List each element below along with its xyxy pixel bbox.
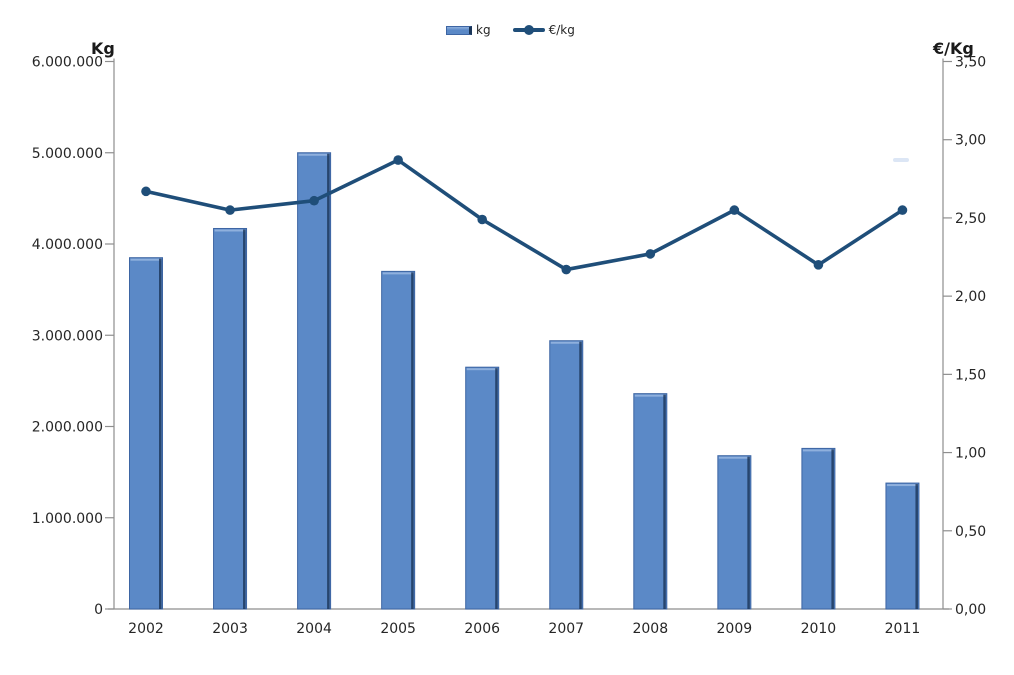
bar-body bbox=[717, 455, 752, 610]
left-axis-tick-label: 4.000.000 bbox=[32, 237, 103, 253]
price-point-2007 bbox=[561, 264, 572, 275]
bar-right-shadow bbox=[579, 341, 582, 609]
bar-2009 bbox=[717, 455, 752, 610]
legend-label-eur-per-kg: €/kg bbox=[548, 23, 575, 37]
right-axis-tick-label: 3,00 bbox=[955, 133, 986, 149]
price-point-2006 bbox=[477, 214, 488, 225]
left-axis-tick-label: 2.000.000 bbox=[32, 420, 103, 436]
bar-right-shadow bbox=[327, 153, 330, 609]
right-axis-tick-label: 3,50 bbox=[955, 55, 986, 71]
left-axis-tick-label: 3.000.000 bbox=[32, 328, 103, 344]
bar-top-highlight bbox=[130, 258, 162, 261]
bar-body bbox=[549, 340, 584, 610]
bar-2003 bbox=[213, 227, 248, 610]
right-axis-title: €/Kg bbox=[933, 39, 974, 58]
x-label-2008: 2008 bbox=[632, 621, 668, 637]
bar-2002 bbox=[129, 257, 163, 610]
x-label-2004: 2004 bbox=[296, 621, 332, 637]
bar-body bbox=[885, 482, 920, 610]
price-line bbox=[144, 158, 905, 272]
line-marker-icon bbox=[523, 25, 534, 35]
bar-top-highlight bbox=[382, 272, 414, 275]
bar-right-shadow bbox=[243, 229, 246, 610]
bar-body bbox=[297, 152, 332, 610]
bar-top-highlight bbox=[214, 229, 246, 232]
legend-label-kg: kg bbox=[476, 23, 491, 37]
bar-2011 bbox=[885, 482, 920, 610]
bar-body bbox=[381, 270, 416, 610]
right-axis-tick-label: 2,00 bbox=[955, 289, 986, 305]
bar-2005 bbox=[381, 270, 416, 610]
right-axis-tick-label: 0,50 bbox=[955, 524, 986, 540]
x-label-2010: 2010 bbox=[801, 621, 837, 637]
bar-2006 bbox=[465, 366, 500, 610]
bar-top-highlight bbox=[550, 341, 582, 344]
legend-item-eur-per-kg: €/kg bbox=[512, 23, 575, 37]
right-axis-tick-label: 2,50 bbox=[955, 211, 986, 227]
legend-item-kg: kg bbox=[446, 24, 491, 36]
left-axis-tick-label: 6.000.000 bbox=[32, 55, 103, 71]
price-point-2008 bbox=[645, 249, 656, 259]
bar-2004 bbox=[297, 152, 332, 610]
bar-right-shadow bbox=[495, 368, 498, 609]
x-label-2006: 2006 bbox=[464, 621, 500, 637]
chart-legend: kg €/kg bbox=[446, 24, 575, 36]
bar-body bbox=[129, 257, 163, 610]
bar-body bbox=[633, 393, 668, 610]
price-point-2011 bbox=[897, 205, 908, 215]
x-label-2002: 2002 bbox=[128, 621, 164, 637]
bar-right-shadow bbox=[831, 449, 834, 609]
bar-body bbox=[465, 366, 500, 610]
left-axis-title: Kg bbox=[91, 39, 115, 58]
right-axis-tick-label: 1,00 bbox=[955, 446, 986, 462]
x-label-2009: 2009 bbox=[717, 621, 753, 637]
price-point-2005 bbox=[393, 155, 403, 165]
bar-2010 bbox=[801, 447, 836, 610]
bar-series-swatch-icon bbox=[446, 25, 472, 35]
x-label-2005: 2005 bbox=[380, 621, 416, 637]
bar-2008 bbox=[633, 393, 668, 610]
left-axis-tick-label: 5.000.000 bbox=[32, 146, 103, 162]
right-axis-tick-label: 1,50 bbox=[955, 367, 986, 383]
price-point-2004 bbox=[309, 195, 319, 206]
bar-right-shadow bbox=[663, 394, 666, 609]
bar-top-highlight bbox=[802, 449, 834, 452]
bar-2007 bbox=[549, 340, 584, 610]
bar-top-highlight bbox=[634, 394, 666, 397]
bar-right-shadow bbox=[159, 258, 162, 609]
bar-top-highlight bbox=[886, 484, 918, 487]
bar-top-highlight bbox=[298, 153, 330, 156]
price-point-2003 bbox=[225, 205, 235, 215]
left-axis-tick-label: 0 bbox=[94, 602, 103, 618]
bar-right-shadow bbox=[411, 272, 414, 609]
x-label-2007: 2007 bbox=[548, 621, 584, 637]
price-point-2010 bbox=[813, 260, 824, 270]
bar-top-highlight bbox=[466, 368, 498, 371]
render-artifact-smudge bbox=[893, 158, 909, 162]
left-axis-tick-label: 1.000.000 bbox=[32, 511, 103, 527]
line-series-swatch-icon bbox=[512, 25, 545, 35]
bar-top-highlight bbox=[718, 456, 750, 459]
right-axis-tick-label: 0,00 bbox=[955, 602, 986, 618]
bar-body bbox=[213, 227, 248, 610]
x-label-2003: 2003 bbox=[212, 621, 248, 637]
x-label-2011: 2011 bbox=[885, 621, 921, 637]
price-point-2009 bbox=[729, 205, 740, 215]
price-point-2002 bbox=[141, 186, 151, 197]
bar-right-shadow bbox=[915, 484, 918, 609]
bar-right-shadow bbox=[747, 456, 750, 609]
bar-body bbox=[801, 447, 836, 610]
